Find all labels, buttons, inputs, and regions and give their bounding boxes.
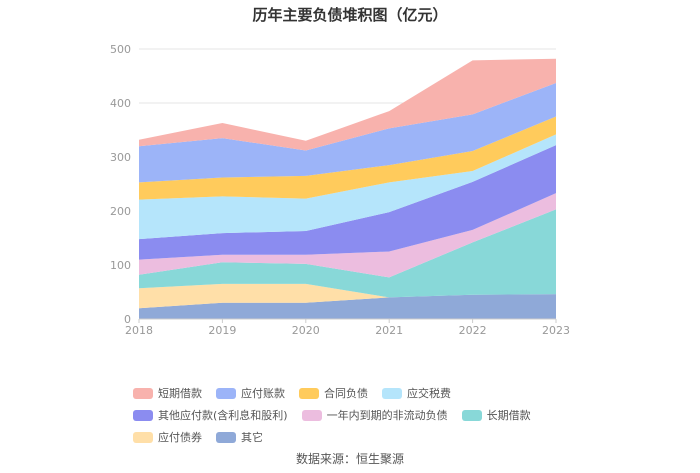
legend-item[interactable]: 长期借款 (461, 408, 531, 422)
area-series-一年内到期的非流动负债 (139, 193, 556, 278)
legend-swatch (461, 409, 482, 421)
area-series-其它 (139, 294, 556, 319)
area-series-合同负债 (139, 116, 556, 200)
y-tick-label: 400 (110, 97, 131, 110)
area-series-应交税费 (139, 134, 556, 240)
data-source: 数据来源：恒生聚源 (295, 452, 404, 466)
x-tick-label: 2022 (459, 324, 487, 337)
area-series-短期借款 (139, 58, 556, 151)
area-series-应付债券 (139, 283, 556, 309)
legend-label: 其它 (241, 431, 263, 444)
y-tick-label: 100 (110, 259, 131, 272)
chart-title: 历年主要负债堆积图（亿元） (252, 6, 448, 24)
legend-swatch (133, 431, 153, 443)
legend-label: 应付账款 (241, 387, 285, 400)
area-series-其他应付款(含利息和股利) (139, 145, 556, 260)
y-tick-label: 200 (110, 205, 131, 218)
legend-swatch (382, 387, 402, 399)
legend-item[interactable]: 合同负债 (299, 386, 368, 400)
legend-item[interactable]: 其它 (216, 430, 263, 444)
legend-swatch (133, 387, 153, 399)
y-tick-label: 500 (110, 43, 131, 56)
x-tick-label: 2019 (208, 324, 236, 337)
legend-label: 应付债券 (158, 431, 202, 444)
legend-item[interactable]: 一年内到期的非流动负债 (301, 408, 448, 422)
legend-item[interactable]: 应交税费 (382, 386, 451, 400)
legend-label: 合同负债 (324, 387, 368, 400)
legend-item[interactable]: 应付账款 (216, 386, 285, 400)
x-tick-label: 2023 (542, 324, 570, 337)
legend-swatch (216, 431, 236, 443)
y-tick-label: 300 (110, 151, 131, 164)
legend-item[interactable]: 应付债券 (133, 430, 202, 444)
legend-label: 短期借款 (158, 387, 202, 400)
x-tick-label: 2018 (125, 324, 153, 337)
y-axis: 0 100 200 300 400 500 (110, 43, 131, 326)
legend-item[interactable]: 其他应付款(含利息和股利) (133, 408, 288, 422)
legend-label: 长期借款 (486, 409, 531, 422)
legend-item[interactable]: 短期借款 (133, 386, 202, 400)
y-tick-label: 0 (124, 313, 131, 326)
area-series (139, 58, 556, 319)
area-series-应付账款 (139, 83, 556, 183)
legend-swatch (299, 387, 319, 399)
x-axis: 2018 2019 2020 2021 2022 2023 (125, 318, 570, 337)
x-tick-label: 2020 (292, 324, 320, 337)
legend-label: 其他应付款(含利息和股利) (158, 409, 288, 422)
legend-swatch (216, 387, 236, 399)
x-tick-label: 2021 (375, 324, 403, 337)
legend-label: 应交税费 (407, 387, 451, 400)
legend: 短期借款 应付账款 合同负债 应交税费其他应付款(含利息和股利) 一年内到期的非流动负债… (133, 386, 593, 444)
legend-label: 一年内到期的非流动负债 (326, 409, 448, 422)
stacked-area-chart: 0 100 200 300 400 500 2018 2019 2020 2021 2022 202… (110, 43, 570, 337)
legend-swatch (133, 409, 153, 421)
area-series-长期借款 (139, 209, 556, 298)
legend-swatch (301, 409, 322, 421)
